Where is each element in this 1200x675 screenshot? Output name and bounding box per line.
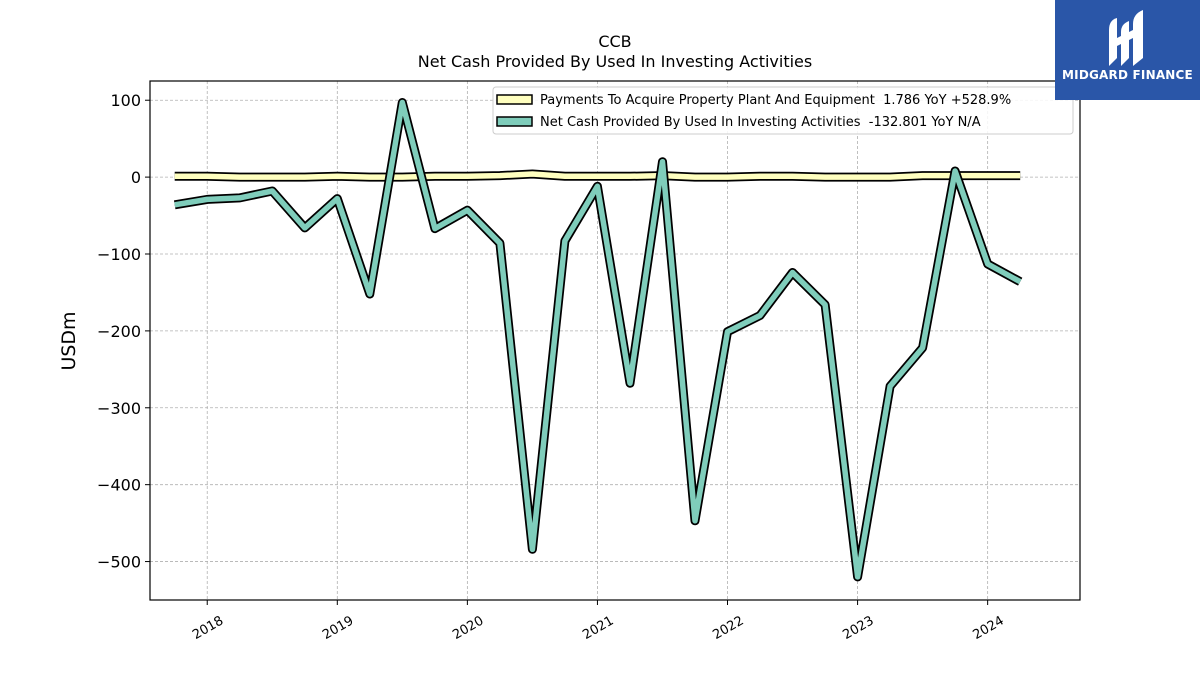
x-tick-label: 2023: [840, 613, 876, 643]
y-tick-label: 0: [131, 168, 141, 187]
legend-label-investing: Net Cash Provided By Used In Investing A…: [540, 115, 981, 130]
plot-frame: [149, 80, 1081, 601]
x-tick-label: 2020: [450, 613, 486, 643]
x-tick-label: 2021: [580, 613, 616, 643]
series-0: [174, 169, 1021, 182]
legend-label-capex: Payments To Acquire Property Plant And E…: [540, 93, 1011, 108]
chart-title: CCB: [598, 32, 631, 51]
y-tick-label: 100: [110, 91, 141, 110]
x-tick-label: 2018: [190, 613, 226, 643]
y-tick-label: −500: [97, 553, 141, 572]
logo-text: MIDGARD FINANCE: [1062, 68, 1193, 82]
legend-box: [492, 86, 1074, 135]
x-tick-label: 2022: [710, 613, 746, 643]
logo-mark-icon: [1109, 10, 1143, 66]
y-tick-label: −200: [97, 322, 141, 341]
logo: MIDGARD FINANCE: [1055, 0, 1200, 100]
grid-layer: [150, 81, 1080, 600]
legend: Payments To Acquire Property Plant And E…: [492, 86, 1074, 135]
y-tick-label: −400: [97, 476, 141, 495]
series-1: [173, 98, 1023, 582]
legend-swatch-investing: [496, 116, 533, 127]
series-layer: [173, 98, 1023, 582]
x-tick-label: 2024: [970, 613, 1006, 643]
x-tick-label: 2019: [320, 613, 356, 643]
y-tick-label: −300: [97, 399, 141, 418]
legend-swatch-capex: [496, 94, 533, 105]
chart-subtitle: Net Cash Provided By Used In Investing A…: [418, 52, 812, 71]
y-tick-label: −100: [97, 245, 141, 264]
y-axis-label: USDm: [58, 311, 80, 370]
series-1-line: [174, 99, 1022, 580]
series-0-line: [174, 171, 1021, 180]
